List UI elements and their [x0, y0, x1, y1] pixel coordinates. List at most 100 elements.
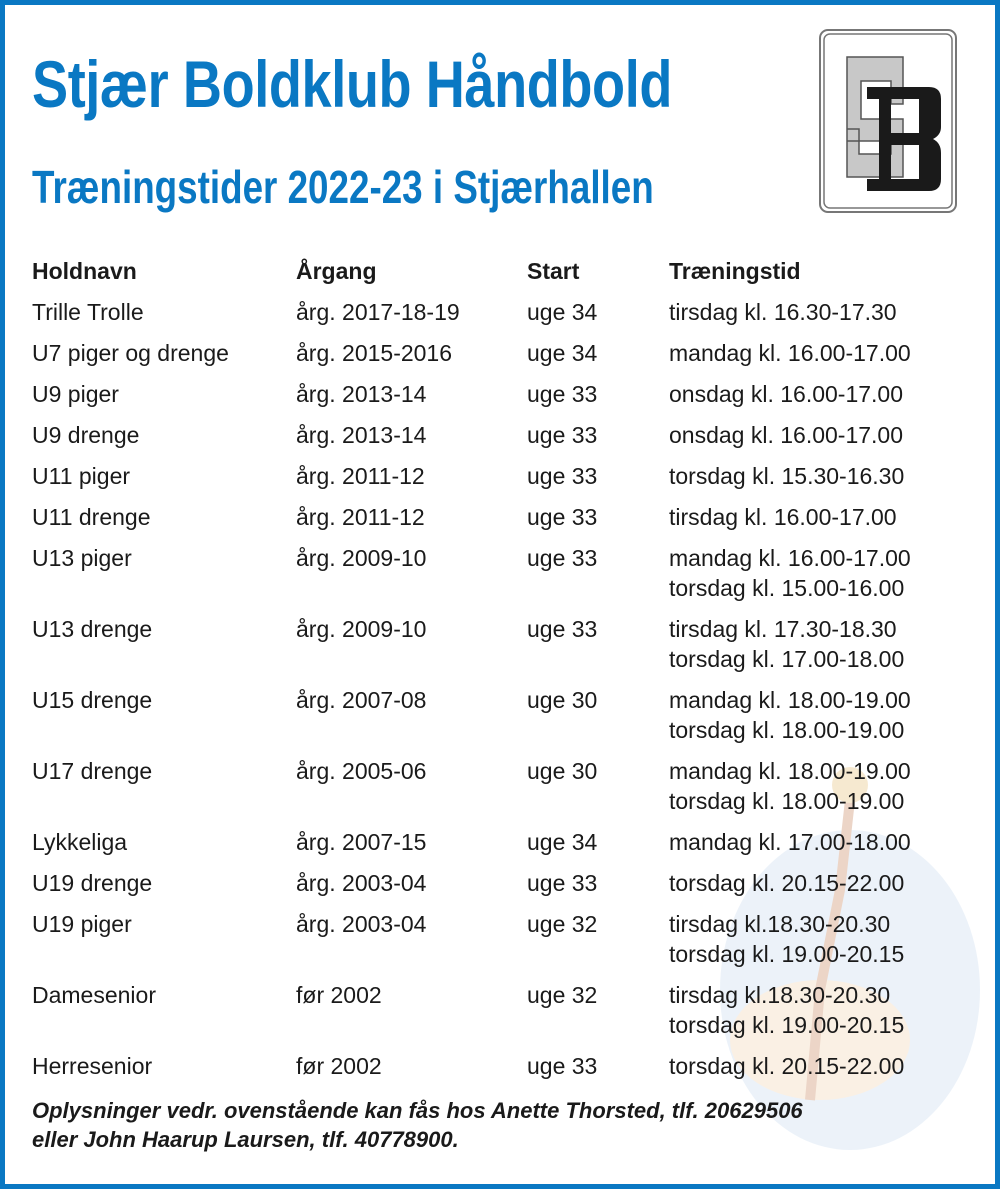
training-times: tirsdag kl.18.30-20.30 torsdag kl. 19.00-…: [669, 980, 911, 1051]
birth-years: årg. 2011-12: [296, 463, 425, 489]
table-row: U19 drenge årg. 2003-04 uge 33 torsdag kl. …: [32, 868, 911, 909]
table-row: U13 piger årg. 2009-10 uge 33 mandag kl. 16…: [32, 543, 911, 614]
training-times: tirsdag kl. 17.30-18.30 torsdag kl. 17.00…: [669, 614, 911, 685]
training-time: torsdag kl. 18.00-19.00: [669, 788, 905, 814]
column-header-argang: Årgang: [296, 258, 377, 284]
training-time: mandag kl. 17.00-18.00: [669, 829, 911, 855]
team-name: Lykkeliga: [32, 829, 128, 855]
start-week: uge 33: [527, 545, 598, 571]
training-schedule-table: Holdnavn Årgang Start Træningstid Trille…: [32, 256, 911, 1092]
table-row: Trille Trolle årg. 2017-18-19 uge 34 tirsda…: [32, 297, 911, 338]
start-week: uge 33: [527, 504, 598, 530]
column-header-traeningstid: Træningstid: [669, 258, 801, 284]
team-name: U11 piger: [32, 463, 131, 489]
table-row: U11 drenge årg. 2011-12 uge 33 tirsdag kl. …: [32, 502, 911, 543]
training-time: tirsdag kl. 16.30-17.30: [669, 299, 897, 325]
training-times: onsdag kl. 16.00-17.00: [669, 420, 911, 461]
training-times: mandag kl. 18.00-19.00 torsdag kl. 18.00-…: [669, 685, 911, 756]
birth-years: før 2002: [296, 1053, 382, 1079]
table-row: U15 drenge årg. 2007-08 uge 30 mandag kl. 1…: [32, 685, 911, 756]
start-week: uge 34: [527, 829, 598, 855]
table-row: U9 drenge årg. 2013-14 uge 33 onsdag kl. 16…: [32, 420, 911, 461]
start-week: uge 32: [527, 911, 598, 937]
birth-years: årg. 2017-18-19: [296, 299, 460, 325]
team-name: U17 drenge: [32, 758, 153, 784]
training-times: torsdag kl. 20.15-22.00: [669, 1051, 911, 1092]
start-week: uge 30: [527, 758, 598, 784]
training-times: tirsdag kl. 16.30-17.30: [669, 297, 911, 338]
table-row: U11 piger årg. 2011-12 uge 33 torsdag kl. 1…: [32, 461, 911, 502]
table-row: U17 drenge årg. 2005-06 uge 30 mandag kl. 1…: [32, 756, 911, 827]
training-time: mandag kl. 18.00-19.00: [669, 687, 911, 713]
training-time: torsdag kl. 15.00-16.00: [669, 575, 905, 601]
training-time: mandag kl. 18.00-19.00: [669, 758, 911, 784]
training-times: tirsdag kl.18.30-20.30 torsdag kl. 19.00-…: [669, 909, 911, 980]
birth-years: årg. 2009-10: [296, 616, 427, 642]
training-time: onsdag kl. 16.00-17.00: [669, 422, 904, 448]
team-name: U9 drenge: [32, 422, 140, 448]
table-row: U7 piger og drenge årg. 2015-2016 uge 34 ma…: [32, 338, 911, 379]
team-name: U7 piger og drenge: [32, 340, 229, 366]
training-time: torsdag kl. 17.00-18.00: [669, 646, 905, 672]
training-times: mandag kl. 16.00-17.00: [669, 338, 911, 379]
start-week: uge 30: [527, 687, 598, 713]
birth-years: årg. 2011-12: [296, 504, 425, 530]
training-time: tirsdag kl.18.30-20.30: [669, 911, 891, 937]
start-week: uge 32: [527, 982, 598, 1008]
training-time: onsdag kl. 16.00-17.00: [669, 381, 904, 407]
birth-years: årg. 2005-06: [296, 758, 427, 784]
training-time: mandag kl. 16.00-17.00: [669, 340, 911, 366]
column-header-start: Start: [527, 258, 580, 284]
birth-years: årg. 2007-08: [296, 687, 427, 713]
contact-line-1: Oplysninger vedr. ovenstående kan fås ho…: [32, 1098, 803, 1123]
training-time: torsdag kl. 18.00-19.00: [669, 717, 905, 743]
training-time: torsdag kl. 20.15-22.00: [669, 1053, 905, 1079]
training-time: mandag kl. 16.00-17.00: [669, 545, 911, 571]
birth-years: årg. 2009-10: [296, 545, 427, 571]
table-row: U13 drenge årg. 2009-10 uge 33 tirsdag kl. …: [32, 614, 911, 685]
team-name: U9 piger: [32, 381, 119, 407]
team-name: U13 drenge: [32, 616, 153, 642]
contact-info: Oplysninger vedr. ovenstående kan fås ho…: [32, 1096, 803, 1154]
team-name: U11 drenge: [32, 504, 151, 530]
table-row: Damesenior før 2002 uge 32 tirsdag kl.18.30…: [32, 980, 911, 1051]
training-times: torsdag kl. 15.30-16.30: [669, 461, 911, 502]
handball-player-illustration: [720, 767, 980, 1150]
training-times: mandag kl. 16.00-17.00 torsdag kl. 15.00-…: [669, 543, 911, 614]
training-time: tirsdag kl.18.30-20.30: [669, 982, 891, 1008]
start-week: uge 33: [527, 463, 598, 489]
birth-years: årg. 2015-2016: [296, 340, 453, 366]
team-name: Herresenior: [32, 1053, 153, 1079]
column-header-holdnavn: Holdnavn: [32, 258, 137, 284]
birth-years: årg. 2003-04: [296, 870, 427, 896]
table-row: U9 piger årg. 2013-14 uge 33 onsdag kl. 16.…: [32, 379, 911, 420]
training-time: torsdag kl. 19.00-20.15: [669, 941, 905, 967]
training-time: tirsdag kl. 17.30-18.30: [669, 616, 897, 642]
training-time: torsdag kl. 19.00-20.15: [669, 1012, 905, 1038]
start-week: uge 33: [527, 422, 598, 448]
training-times: torsdag kl. 20.15-22.00: [669, 868, 911, 909]
training-time: torsdag kl. 20.15-22.00: [669, 870, 905, 896]
team-name: Damesenior: [32, 982, 156, 1008]
club-logo: [819, 29, 957, 213]
birth-years: årg. 2013-14: [296, 381, 427, 407]
table-row: U19 piger årg. 2003-04 uge 32 tirsdag kl.18…: [32, 909, 911, 980]
training-times: tirsdag kl. 16.00-17.00: [669, 502, 911, 543]
start-week: uge 33: [527, 1053, 598, 1079]
team-name: U15 drenge: [32, 687, 153, 713]
training-time: tirsdag kl. 16.00-17.00: [669, 504, 897, 530]
start-week: uge 34: [527, 340, 598, 366]
team-name: U19 drenge: [32, 870, 153, 896]
start-week: uge 34: [527, 299, 598, 325]
page-subtitle: Træningstider 2022-23 i Stjærhallen: [32, 161, 654, 213]
birth-years: før 2002: [296, 982, 382, 1008]
contact-line-2: eller John Haarup Laursen, tlf. 40778900…: [32, 1127, 459, 1152]
start-week: uge 33: [527, 381, 598, 407]
page-title: Stjær Boldklub Håndbold: [32, 47, 672, 121]
birth-years: årg. 2003-04: [296, 911, 427, 937]
training-time: torsdag kl. 15.30-16.30: [669, 463, 905, 489]
training-times: mandag kl. 18.00-19.00 torsdag kl. 18.00-…: [669, 756, 911, 827]
start-week: uge 33: [527, 616, 598, 642]
team-name: Trille Trolle: [32, 299, 144, 325]
